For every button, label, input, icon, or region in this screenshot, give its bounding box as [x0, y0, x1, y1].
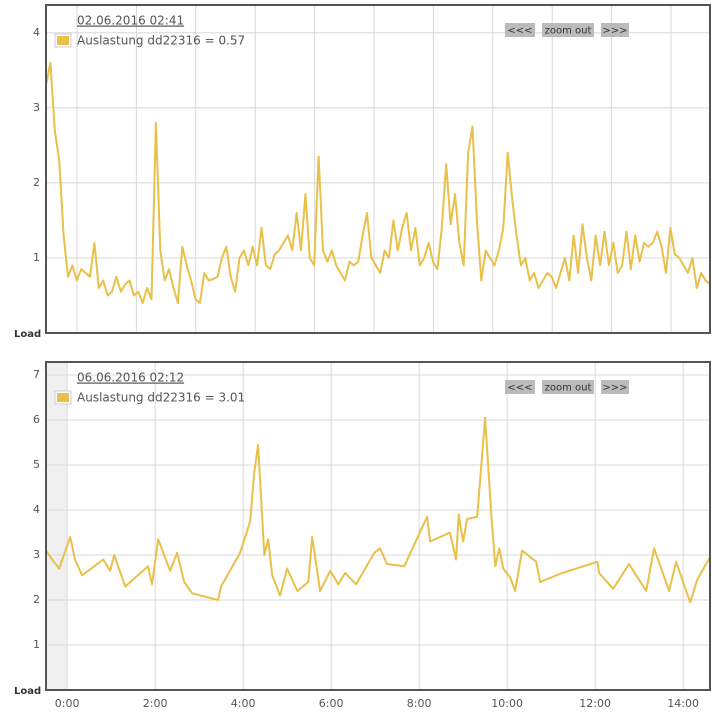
legend-label: Auslastung dd22316 = 3.01 [77, 391, 245, 405]
x-tick-label: 0:00 [55, 697, 80, 710]
button-label: zoom out [545, 383, 592, 394]
plot-frame [45, 4, 711, 334]
button-bg [505, 380, 535, 394]
button-label: >>> [602, 26, 627, 37]
y-tick-label: 5 [33, 458, 40, 471]
y-tick-label: 3 [33, 548, 40, 561]
nav-button[interactable]: zoom out [542, 380, 594, 394]
y-tick-label: 4 [33, 503, 40, 516]
button-label: zoom out [545, 26, 592, 37]
x-tick-label: 8:00 [407, 697, 432, 710]
y-tick-label: 7 [33, 368, 40, 381]
nav-button[interactable]: >>> [601, 380, 629, 394]
button-bg [601, 23, 629, 37]
x-tick-label: 10:00 [491, 697, 523, 710]
button-bg [601, 380, 629, 394]
legend-swatch [57, 36, 69, 45]
legend-swatch [57, 393, 69, 402]
y-tick-label: 4 [33, 26, 40, 39]
x-tick-label: 2:00 [143, 697, 168, 710]
y-tick-label: 1 [33, 638, 40, 651]
chart-title: 02.06.2016 02:41 [77, 14, 184, 28]
x-tick-label: 12:00 [579, 697, 611, 710]
y-tick-label: 6 [33, 413, 40, 426]
button-bg [542, 23, 594, 37]
button-label: <<< [507, 383, 532, 394]
nav-button[interactable]: zoom out [542, 23, 594, 37]
chart-title: 06.06.2016 02:12 [77, 371, 184, 385]
button-bg [542, 380, 594, 394]
y-tick-label: 3 [33, 101, 40, 114]
x-tick-label: 4:00 [231, 697, 256, 710]
y-tick-label: 2 [33, 176, 40, 189]
y-tick-label: 1 [33, 251, 40, 264]
series-line [45, 61, 711, 304]
x-tick-label: 14:00 [667, 697, 699, 710]
series-line [45, 416, 711, 604]
nav-button[interactable]: <<< [505, 380, 535, 394]
range-marking [46, 362, 67, 690]
button-label: >>> [602, 383, 627, 394]
legend-label: Auslastung dd22316 = 0.57 [77, 34, 245, 48]
nav-button[interactable]: >>> [601, 23, 629, 37]
y-axis-label: Load [14, 329, 41, 340]
nav-button[interactable]: <<< [505, 23, 535, 37]
y-axis-label: Load [14, 686, 41, 697]
plot-frame [45, 361, 711, 691]
y-tick-label: 2 [33, 593, 40, 606]
button-bg [505, 23, 535, 37]
button-label: <<< [507, 26, 532, 37]
x-tick-label: 6:00 [319, 697, 344, 710]
